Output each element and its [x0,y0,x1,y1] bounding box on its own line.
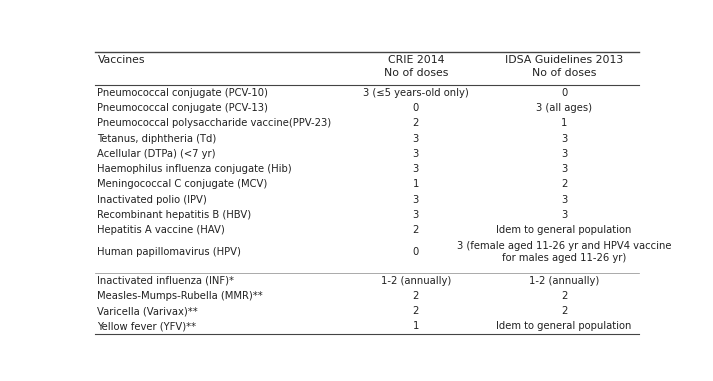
Text: Inactivated influenza (INF)*: Inactivated influenza (INF)* [98,275,235,286]
Text: Pneumococcal conjugate (PCV-13): Pneumococcal conjugate (PCV-13) [98,103,268,113]
Text: 1: 1 [561,118,568,128]
Text: Vaccines: Vaccines [98,54,145,64]
Text: IDSA Guidelines 2013
No of doses: IDSA Guidelines 2013 No of doses [505,54,623,78]
Text: 2: 2 [561,179,568,189]
Text: 3 (≤5 years-old only): 3 (≤5 years-old only) [363,88,468,98]
Text: Recombinant hepatitis B (HBV): Recombinant hepatitis B (HBV) [98,210,252,220]
Text: Idem to general population: Idem to general population [496,321,632,331]
Text: Haemophilus influenza conjugate (Hib): Haemophilus influenza conjugate (Hib) [98,164,292,174]
Text: 1: 1 [413,321,419,331]
Text: 1: 1 [413,179,419,189]
Text: Hepatitis A vaccine (HAV): Hepatitis A vaccine (HAV) [98,225,225,235]
Text: CRIE 2014
No of doses: CRIE 2014 No of doses [384,54,448,78]
Text: 2: 2 [413,291,419,301]
Text: 3 (female aged 11-26 yr and HPV4 vaccine
for males aged 11-26 yr): 3 (female aged 11-26 yr and HPV4 vaccine… [457,241,672,263]
Text: Idem to general population: Idem to general population [496,225,632,235]
Text: Measles-Mumps-Rubella (MMR)**: Measles-Mumps-Rubella (MMR)** [98,291,263,301]
Text: 3: 3 [561,195,568,205]
Text: 0: 0 [413,247,419,257]
Text: 0: 0 [413,103,419,113]
Text: Inactivated polio (IPV): Inactivated polio (IPV) [98,195,207,205]
Text: 2: 2 [561,306,568,316]
Text: 1-2 (annually): 1-2 (annually) [529,275,599,286]
Text: 3: 3 [413,195,419,205]
Text: Varicella (Varivax)**: Varicella (Varivax)** [98,306,198,316]
Text: 2: 2 [413,306,419,316]
Text: 3: 3 [561,149,568,159]
Text: 3: 3 [413,210,419,220]
Text: Pneumococcal conjugate (PCV-10): Pneumococcal conjugate (PCV-10) [98,88,268,98]
Text: 3: 3 [561,164,568,174]
Text: 2: 2 [413,225,419,235]
Text: Meningococcal C conjugate (MCV): Meningococcal C conjugate (MCV) [98,179,267,189]
Text: 3: 3 [413,164,419,174]
Text: Yellow fever (YFV)**: Yellow fever (YFV)** [98,321,197,331]
Text: 1-2 (annually): 1-2 (annually) [381,275,451,286]
Text: 3: 3 [561,134,568,144]
Text: 3: 3 [413,149,419,159]
Text: Acellular (DTPa) (<7 yr): Acellular (DTPa) (<7 yr) [98,149,216,159]
Text: Human papillomavirus (HPV): Human papillomavirus (HPV) [98,247,241,257]
Text: 2: 2 [413,118,419,128]
Text: 3 (all ages): 3 (all ages) [536,103,592,113]
Text: 3: 3 [413,134,419,144]
Text: Tetanus, diphtheria (Td): Tetanus, diphtheria (Td) [98,134,217,144]
Text: 0: 0 [561,88,568,98]
Text: 3: 3 [561,210,568,220]
Text: 2: 2 [561,291,568,301]
Text: Pneumococcal polysaccharide vaccine(PPV-23): Pneumococcal polysaccharide vaccine(PPV-… [98,118,332,128]
